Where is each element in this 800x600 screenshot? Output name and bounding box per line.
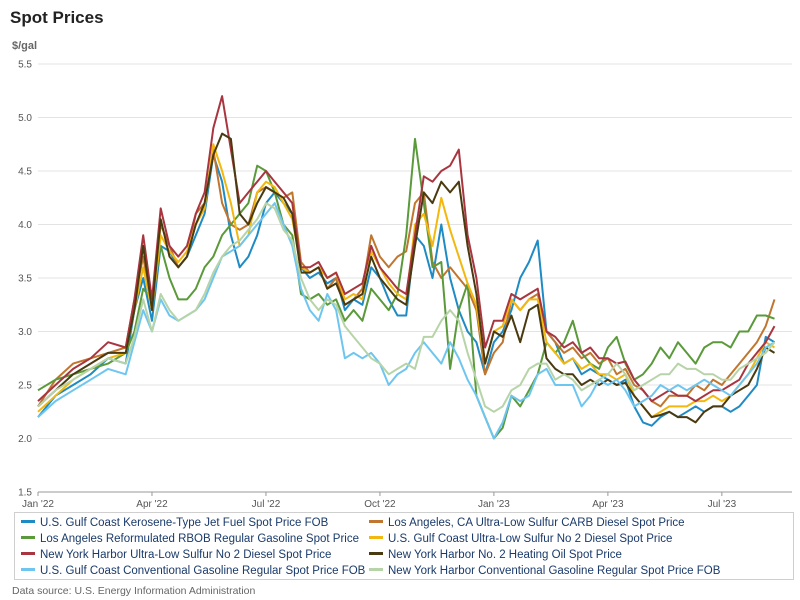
line-chart: 1.5 2.0 2.5 3.0 3.5 4.0 4.5 5.0 5.5 Jan '22 Apr '…	[18, 60, 792, 510]
y-tick-label: 3.0	[18, 327, 32, 338]
x-tick-label: Apr '22	[136, 499, 168, 510]
y-tick-label: 2.5	[18, 381, 32, 392]
x-tick-label: Jul '22	[252, 499, 281, 510]
y-tick-label: 4.5	[18, 167, 32, 178]
grid-lines	[38, 63, 792, 493]
series-line-5	[37, 95, 776, 403]
x-tick-label: Jan '23	[478, 499, 510, 510]
series-line-6	[37, 132, 776, 424]
legend-label: U.S. Gulf Coast Conventional Gasoline Re…	[40, 565, 366, 577]
y-tick-label: 3.5	[18, 274, 32, 285]
chart-title: Spot Prices	[10, 8, 104, 27]
legend-swatch	[21, 520, 35, 524]
legend-label: New York Harbor No. 2 Heating Oil Spot P…	[388, 549, 622, 561]
y-tick-label: 1.5	[18, 488, 32, 499]
legend-swatch	[21, 536, 35, 540]
y-tick-label: 5.0	[18, 113, 32, 124]
legend-swatch	[369, 552, 383, 556]
data-source-note: Data source: U.S. Energy Information Adm…	[12, 585, 256, 597]
legend-item: Los Angeles Reformulated RBOB Regular Ga…	[21, 533, 359, 545]
series-lines	[37, 95, 776, 440]
x-axis-ticks: Jan '22 Apr '22 Jul '22 Oct '22 Jan '23 Apr '…	[22, 492, 737, 510]
legend-item: New York Harbor Ultra-Low Sulfur No 2 Di…	[21, 549, 331, 561]
legend-label: U.S. Gulf Coast Kerosene-Type Jet Fuel S…	[40, 517, 329, 529]
legend-label: Los Angeles Reformulated RBOB Regular Ga…	[40, 533, 359, 545]
y-axis-unit: $/gal	[12, 40, 38, 52]
legend-swatch	[21, 552, 35, 556]
y-axis-ticks: 1.5 2.0 2.5 3.0 3.5 4.0 4.5 5.0 5.5	[18, 60, 32, 499]
y-tick-label: 4.0	[18, 220, 32, 231]
series-line-8	[37, 202, 776, 413]
legend-item: Los Angeles, CA Ultra-Low Sulfur CARB Di…	[369, 517, 685, 529]
x-tick-label: Jul '23	[708, 499, 737, 510]
series-line-1	[37, 153, 776, 427]
legend-swatch	[369, 568, 383, 572]
legend-swatch	[369, 520, 383, 524]
legend-label: Los Angeles, CA Ultra-Low Sulfur CARB Di…	[388, 517, 685, 529]
legend-item: U.S. Gulf Coast Ultra-Low Sulfur No 2 Di…	[369, 533, 672, 545]
x-tick-label: Jan '22	[22, 499, 54, 510]
legend-label: U.S. Gulf Coast Ultra-Low Sulfur No 2 Di…	[388, 533, 673, 545]
legend-item: U.S. Gulf Coast Conventional Gasoline Re…	[21, 565, 365, 577]
x-tick-label: Oct '22	[364, 499, 396, 510]
legend-swatch	[21, 568, 35, 572]
chart-legend: U.S. Gulf Coast Kerosene-Type Jet Fuel S…	[14, 512, 794, 580]
y-tick-label: 5.5	[18, 60, 32, 71]
legend-label: New York Harbor Ultra-Low Sulfur No 2 Di…	[40, 549, 332, 561]
legend-item: New York Harbor No. 2 Heating Oil Spot P…	[369, 549, 622, 561]
legend-item: New York Harbor Conventional Gasoline Re…	[369, 565, 720, 577]
legend-swatch	[369, 536, 383, 540]
legend-label: New York Harbor Conventional Gasoline Re…	[388, 565, 721, 577]
y-tick-label: 2.0	[18, 434, 32, 445]
x-tick-label: Apr '23	[592, 499, 624, 510]
series-line-3	[37, 137, 775, 440]
legend-item: U.S. Gulf Coast Kerosene-Type Jet Fuel S…	[21, 517, 328, 529]
